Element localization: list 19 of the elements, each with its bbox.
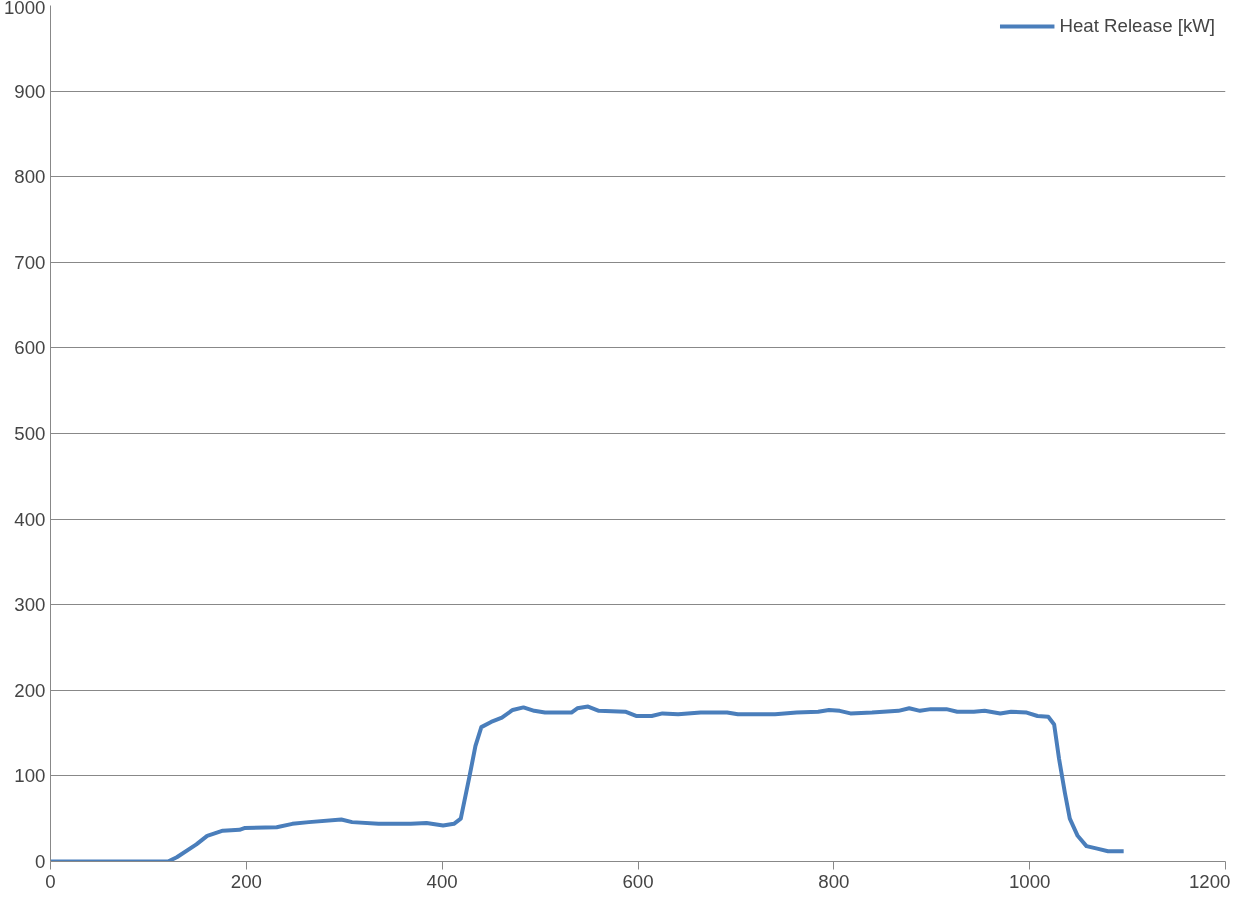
- x-tick-label: 1200: [1189, 870, 1231, 892]
- y-tick-label: 1000: [4, 0, 46, 18]
- y-tick-label: 400: [14, 508, 46, 530]
- y-tick-label: 0: [35, 851, 46, 872]
- x-tick-label: 800: [818, 870, 850, 892]
- y-tick-label: 100: [14, 765, 46, 787]
- y-tick-label: 700: [14, 251, 46, 273]
- x-tick-label: 400: [426, 870, 458, 892]
- y-tick-label: 300: [14, 594, 46, 616]
- line-series: [50, 704, 1126, 862]
- legend-label: Heat Release [kW]: [1059, 15, 1215, 37]
- y-tick-label: 500: [14, 423, 46, 444]
- y-tick-label: 200: [14, 679, 46, 701]
- y-tick-label: 600: [14, 337, 46, 359]
- x-tick-label: 1000: [1008, 870, 1051, 892]
- y-tick-label: 800: [14, 166, 46, 188]
- y-tick-label: 900: [14, 80, 46, 102]
- x-tick-label: 200: [230, 870, 262, 892]
- x-tick-label: 600: [622, 870, 654, 892]
